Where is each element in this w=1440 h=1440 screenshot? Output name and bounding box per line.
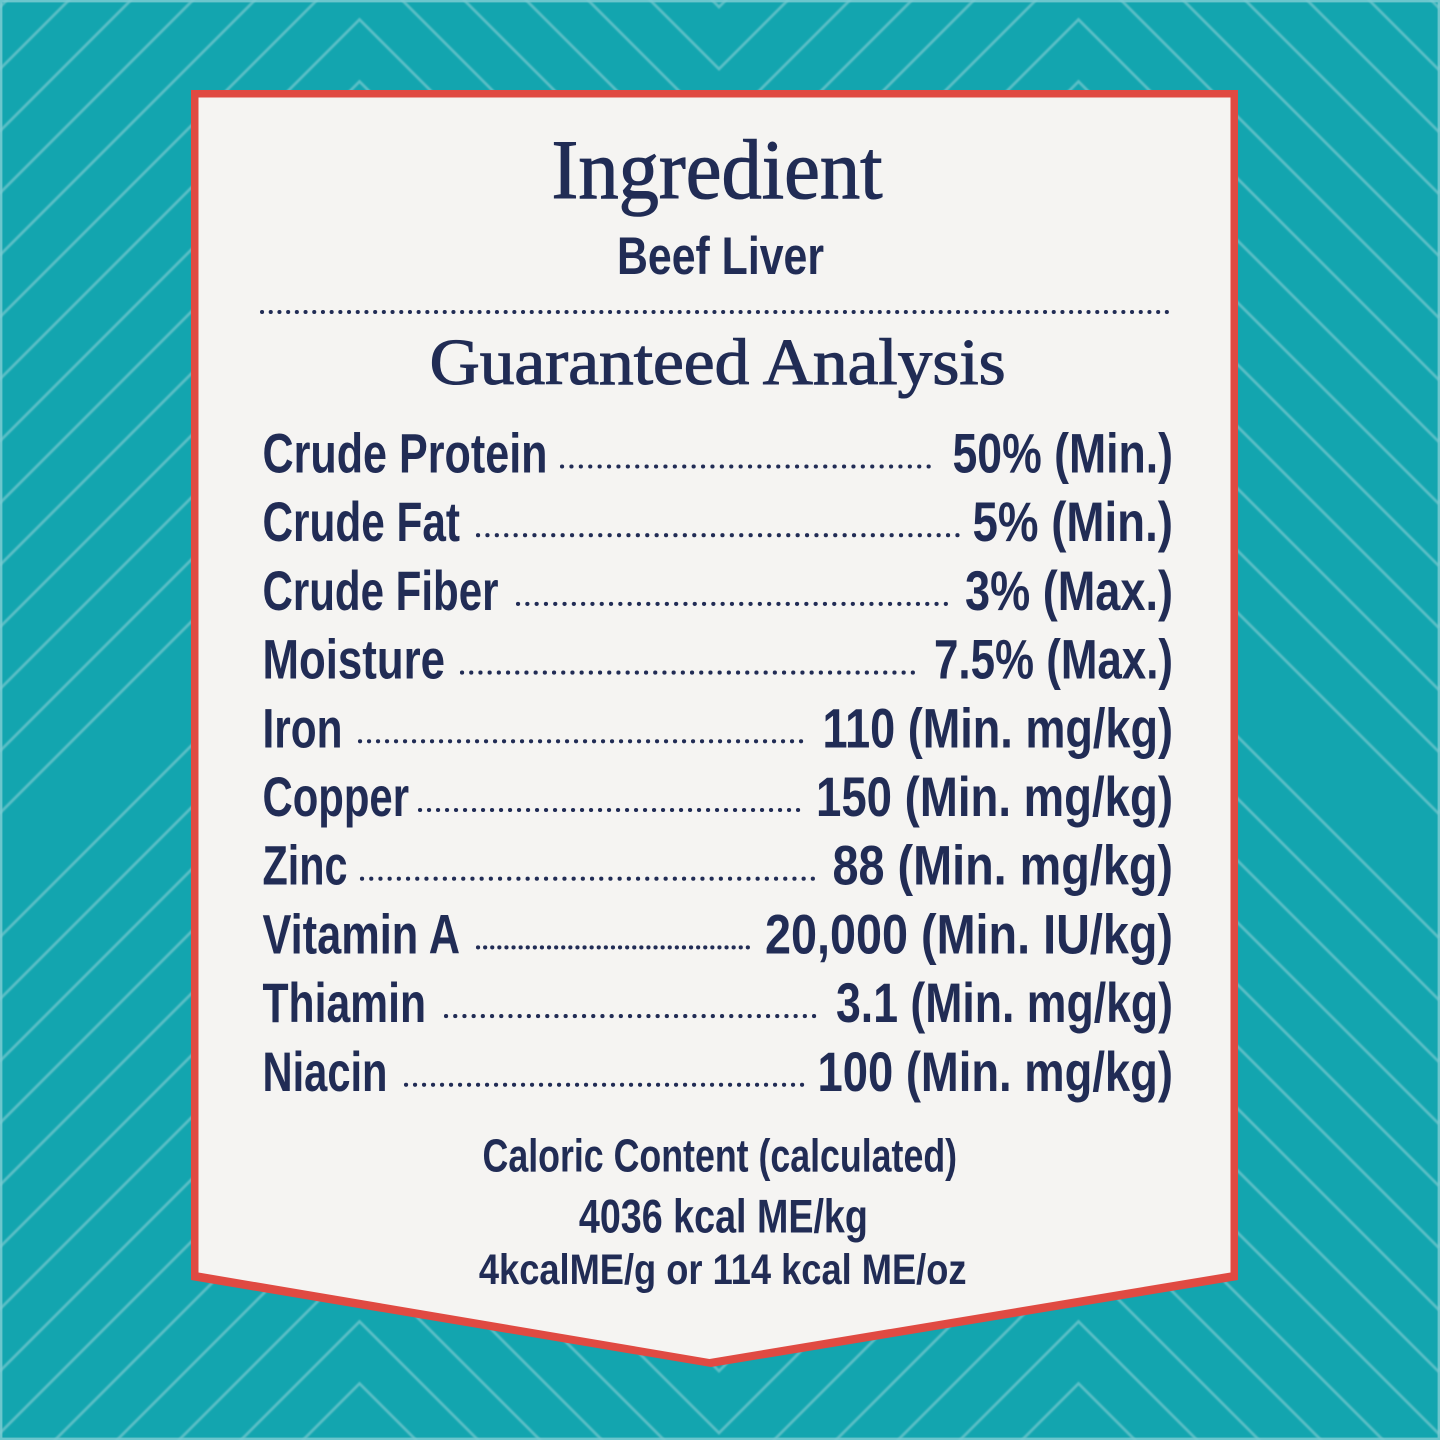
- svg-text:3.1 (Min. mg/kg): 3.1 (Min. mg/kg): [836, 971, 1173, 1034]
- svg-text:Niacin: Niacin: [263, 1040, 388, 1103]
- svg-text:Ingredient: Ingredient: [552, 123, 883, 217]
- svg-text:Crude Fat: Crude Fat: [263, 490, 461, 553]
- svg-text:88 (Min. mg/kg): 88 (Min. mg/kg): [833, 834, 1174, 897]
- svg-text:Iron: Iron: [263, 696, 343, 759]
- svg-text:5% (Min.): 5% (Min.): [973, 490, 1174, 553]
- svg-text:Zinc: Zinc: [263, 834, 348, 897]
- svg-text:4036 kcal ME/kg: 4036 kcal ME/kg: [579, 1189, 868, 1242]
- svg-text:Crude Fiber: Crude Fiber: [263, 559, 499, 622]
- svg-text:Moisture: Moisture: [263, 628, 446, 691]
- svg-text:Thiamin: Thiamin: [263, 971, 427, 1034]
- svg-text:Vitamin A: Vitamin A: [263, 902, 461, 965]
- svg-text:50% (Min.): 50% (Min.): [953, 422, 1174, 485]
- svg-text:Copper: Copper: [263, 765, 410, 828]
- svg-text:4kcalME/g or 114 kcal ME/oz: 4kcalME/g or 114 kcal ME/oz: [479, 1246, 967, 1294]
- svg-text:Caloric Content (calculated): Caloric Content (calculated): [483, 1129, 958, 1181]
- svg-text:110 (Min. mg/kg): 110 (Min. mg/kg): [823, 696, 1174, 759]
- svg-text:3% (Max.): 3% (Max.): [965, 559, 1173, 622]
- svg-text:20,000 (Min. IU/kg): 20,000 (Min. IU/kg): [765, 902, 1173, 965]
- svg-text:Beef Liver: Beef Liver: [617, 227, 824, 286]
- svg-text:100 (Min. mg/kg): 100 (Min. mg/kg): [818, 1040, 1174, 1103]
- svg-text:150 (Min. mg/kg): 150 (Min. mg/kg): [816, 765, 1173, 828]
- svg-text:Guaranteed Analysis: Guaranteed Analysis: [430, 326, 1006, 399]
- svg-text:Crude Protein: Crude Protein: [263, 422, 548, 485]
- svg-text:7.5% (Max.): 7.5% (Max.): [934, 628, 1173, 691]
